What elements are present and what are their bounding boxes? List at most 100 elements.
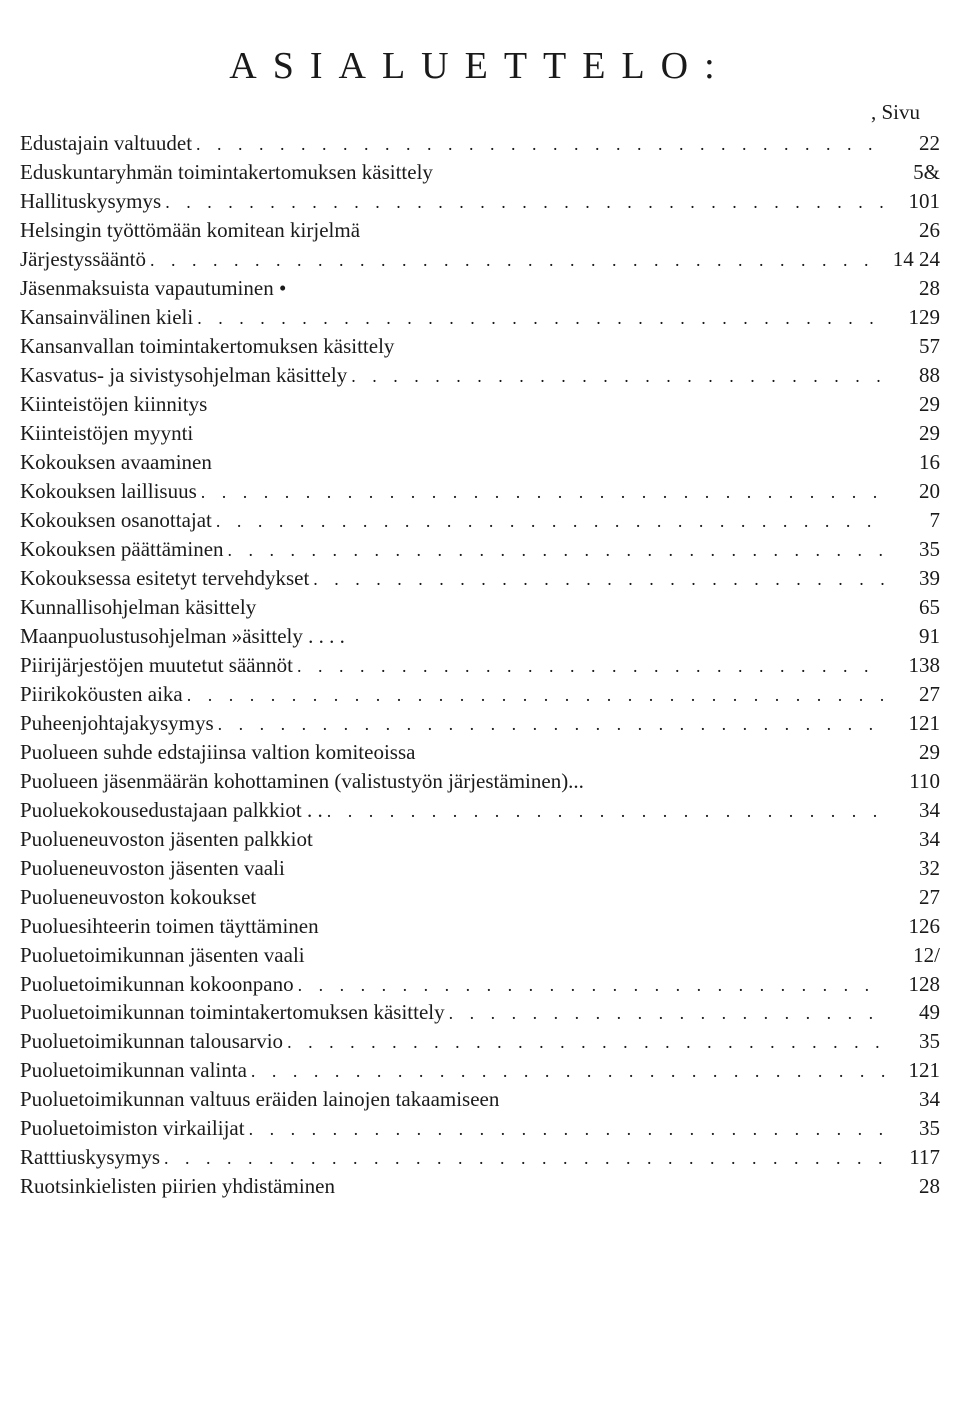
toc-entry: Kiinteistöjen kiinnitys 29 (20, 390, 940, 419)
toc-leader (286, 277, 886, 302)
toc-entry-label: Piirikoköusten aika (20, 680, 183, 709)
toc-entry: Puoluekokousedustajaan palkkiot . . . . … (20, 796, 940, 825)
toc-entry-label: Ruotsinkielisten piirien yhdistäminen (20, 1172, 335, 1201)
toc-leader: . . . . . . . . . . . . . . . . . . . . … (224, 538, 886, 563)
toc-entry: Puolueen jäsenmäärän kohottaminen (valis… (20, 767, 940, 796)
toc-entry-page: 128 (886, 970, 940, 999)
toc-entry: Eduskuntaryhmän toimintakertomuksen käsi… (20, 158, 940, 187)
toc-entry-page: 129 (886, 303, 940, 332)
toc-entry-label: Puolueneuvoston kokoukset (20, 883, 256, 912)
toc-leader (345, 625, 886, 650)
toc-entry: Kunnallisohjelman käsittely 65 (20, 593, 940, 622)
toc-entry-page: 138 (886, 651, 940, 680)
toc-entry-page: 16 (886, 448, 940, 477)
toc-entry: Piirijärjestöjen muutetut säännöt . . . … (20, 651, 940, 680)
toc-leader: . . . . . . . . . . . . . . . . . . . . … (214, 712, 886, 737)
toc-entry-page: 49 (886, 998, 940, 1027)
toc-entry: Puolueneuvoston jäsenten vaali 32 (20, 854, 940, 883)
toc-entry: Puoluetoimikunnan valtuus eräiden lainoj… (20, 1085, 940, 1114)
toc-entry-page: 14 24 (886, 245, 940, 274)
toc-leader (313, 828, 886, 853)
toc-entry-page: 34 (886, 1085, 940, 1114)
toc-leader: . . . . . . . . . . . . . . . . . . . . … (247, 1059, 886, 1084)
toc-entry-label: Puoluetoimikunnan talousarvio (20, 1027, 283, 1056)
toc-leader (335, 1175, 886, 1200)
toc-entry-page: 26 (886, 216, 940, 245)
toc-entry: Ruotsinkielisten piirien yhdistäminen 28 (20, 1172, 940, 1201)
toc-entry: Kasvatus- ja sivistysohjelman käsittely … (20, 361, 940, 390)
toc-entry-label: Kansanvallan toimintakertomuksen käsitte… (20, 332, 394, 361)
page-title: ASIALUETTELO: (20, 40, 940, 92)
toc-entry-label: Järjestyssääntö (20, 245, 146, 274)
toc-entry-label: Puolueen jäsenmäärän kohottaminen (valis… (20, 767, 584, 796)
toc-entry-page: 101 (886, 187, 940, 216)
toc-entry-label: Kunnallisohjelman käsittely (20, 593, 256, 622)
toc-entry-page: 7 (886, 506, 940, 535)
toc-page: ASIALUETTELO: , Sivu Edustajain valtuude… (0, 0, 960, 1261)
toc-entry-page: 34 (886, 796, 940, 825)
toc-entry-page: 35 (886, 1027, 940, 1056)
toc-entry-page: 32 (886, 854, 940, 883)
toc-entry: Puolueneuvoston kokoukset 27 (20, 883, 940, 912)
toc-entry-page: 57 (886, 332, 940, 361)
toc-leader (256, 886, 886, 911)
toc-leader (193, 422, 886, 447)
toc-entry-label: Edustajain valtuudet (20, 129, 192, 158)
toc-entry-label: Puolueneuvoston jäsenten palkkiot (20, 825, 313, 854)
toc-entry-label: Kokouksen avaaminen (20, 448, 212, 477)
toc-leader (394, 335, 886, 360)
toc-entry-label: Kiinteistöjen kiinnitys (20, 390, 207, 419)
toc-entry: Puoluetoimikunnan valinta . . . . . . . … (20, 1056, 940, 1085)
toc-leader (584, 770, 886, 795)
toc-entry-page: 35 (886, 535, 940, 564)
toc-leader (285, 857, 886, 882)
toc-entry-page: 28 (886, 274, 940, 303)
toc-leader: . . . . . . . . . . . . . . . . . . . . … (183, 683, 886, 708)
toc-entry-label: Kasvatus- ja sivistysohjelman käsittely (20, 361, 347, 390)
toc-leader (319, 915, 886, 940)
toc-entry-page: 27 (886, 680, 940, 709)
toc-leader: . . . . . . . . . . . . . . . . . . . . … (197, 480, 886, 505)
toc-entry-label: Puoluetoimikunnan kokoonpano (20, 970, 294, 999)
toc-entry-label: Puoluetoimiston virkailijat (20, 1114, 245, 1143)
toc-entry-label: Puoluekokousedustajaan palkkiot . . (20, 796, 323, 825)
toc-entry-label: Maanpuolustusohjelman »äsittely . . . . (20, 622, 345, 651)
toc-entry: Kokouksen päättäminen . . . . . . . . . … (20, 535, 940, 564)
toc-entry-label: Puoluetoimikunnan valtuus eräiden lainoj… (20, 1085, 499, 1114)
toc-entry-label: Kokouksen osanottajat (20, 506, 212, 535)
toc-entry-label: Puoluesihteerin toimen täyttäminen (20, 912, 319, 941)
toc-entry-page: 22 (886, 129, 940, 158)
toc-entry-page: 39 (886, 564, 940, 593)
toc-entry-page: 117 (886, 1143, 940, 1172)
toc-entry-page: 28 (886, 1172, 940, 1201)
toc-entry: Järjestyssääntö . . . . . . . . . . . . … (20, 245, 940, 274)
toc-entry: Kokouksen laillisuus . . . . . . . . . .… (20, 477, 940, 506)
toc-leader (499, 1088, 886, 1113)
toc-entry-label: Puoluetoimikunnan toimintakertomuksen kä… (20, 998, 445, 1027)
toc-entry-label: Puoluetoimikunnan valinta (20, 1056, 247, 1085)
toc-leader (415, 741, 886, 766)
toc-leader: . . . . . . . . . . . . . . . . . . . . … (212, 509, 886, 534)
toc-entry-label: Kokouksen päättäminen (20, 535, 224, 564)
toc-entry-page: 110 (886, 767, 940, 796)
toc-entry-page: 121 (886, 709, 940, 738)
toc-entry: Kokouksessa esitetyt tervehdykset . . . … (20, 564, 940, 593)
toc-entry: Kansanvallan toimintakertomuksen käsitte… (20, 332, 940, 361)
toc-leader: . . . . . . . . . . . . . . . . . . . . … (309, 567, 886, 592)
toc-leader: . . . . . . . . . . . . . . . . . . . . … (161, 190, 886, 215)
toc-leader: . . . . . . . . . . . . . . . . . . . . … (192, 132, 886, 157)
toc-entry-label: Ratttiuskysymys (20, 1143, 160, 1172)
toc-entry-label: Eduskuntaryhmän toimintakertomuksen käsi… (20, 158, 433, 187)
toc-leader (212, 451, 886, 476)
toc-entry: Ratttiuskysymys . . . . . . . . . . . . … (20, 1143, 940, 1172)
toc-leader: . . . . . . . . . . . . . . . . . . . . … (160, 1146, 886, 1171)
sivu-label: , Sivu (20, 98, 940, 127)
toc-leader: . . . . . . . . . . . . . . . . . . . . … (293, 654, 886, 679)
toc-entry: Edustajain valtuudet . . . . . . . . . .… (20, 129, 940, 158)
toc-entry-label: Puheenjohtajakysymys (20, 709, 214, 738)
toc-entry: Puheenjohtajakysymys . . . . . . . . . .… (20, 709, 940, 738)
toc-entry-label: Puolueen suhde edstajiinsa valtion komit… (20, 738, 415, 767)
toc-entry-label: Kiinteistöjen myynti (20, 419, 193, 448)
toc-entry: Puoluetoimiston virkailijat . . . . . . … (20, 1114, 940, 1143)
toc-leader: . . . . . . . . . . . . . . . . . . . . … (245, 1117, 886, 1142)
